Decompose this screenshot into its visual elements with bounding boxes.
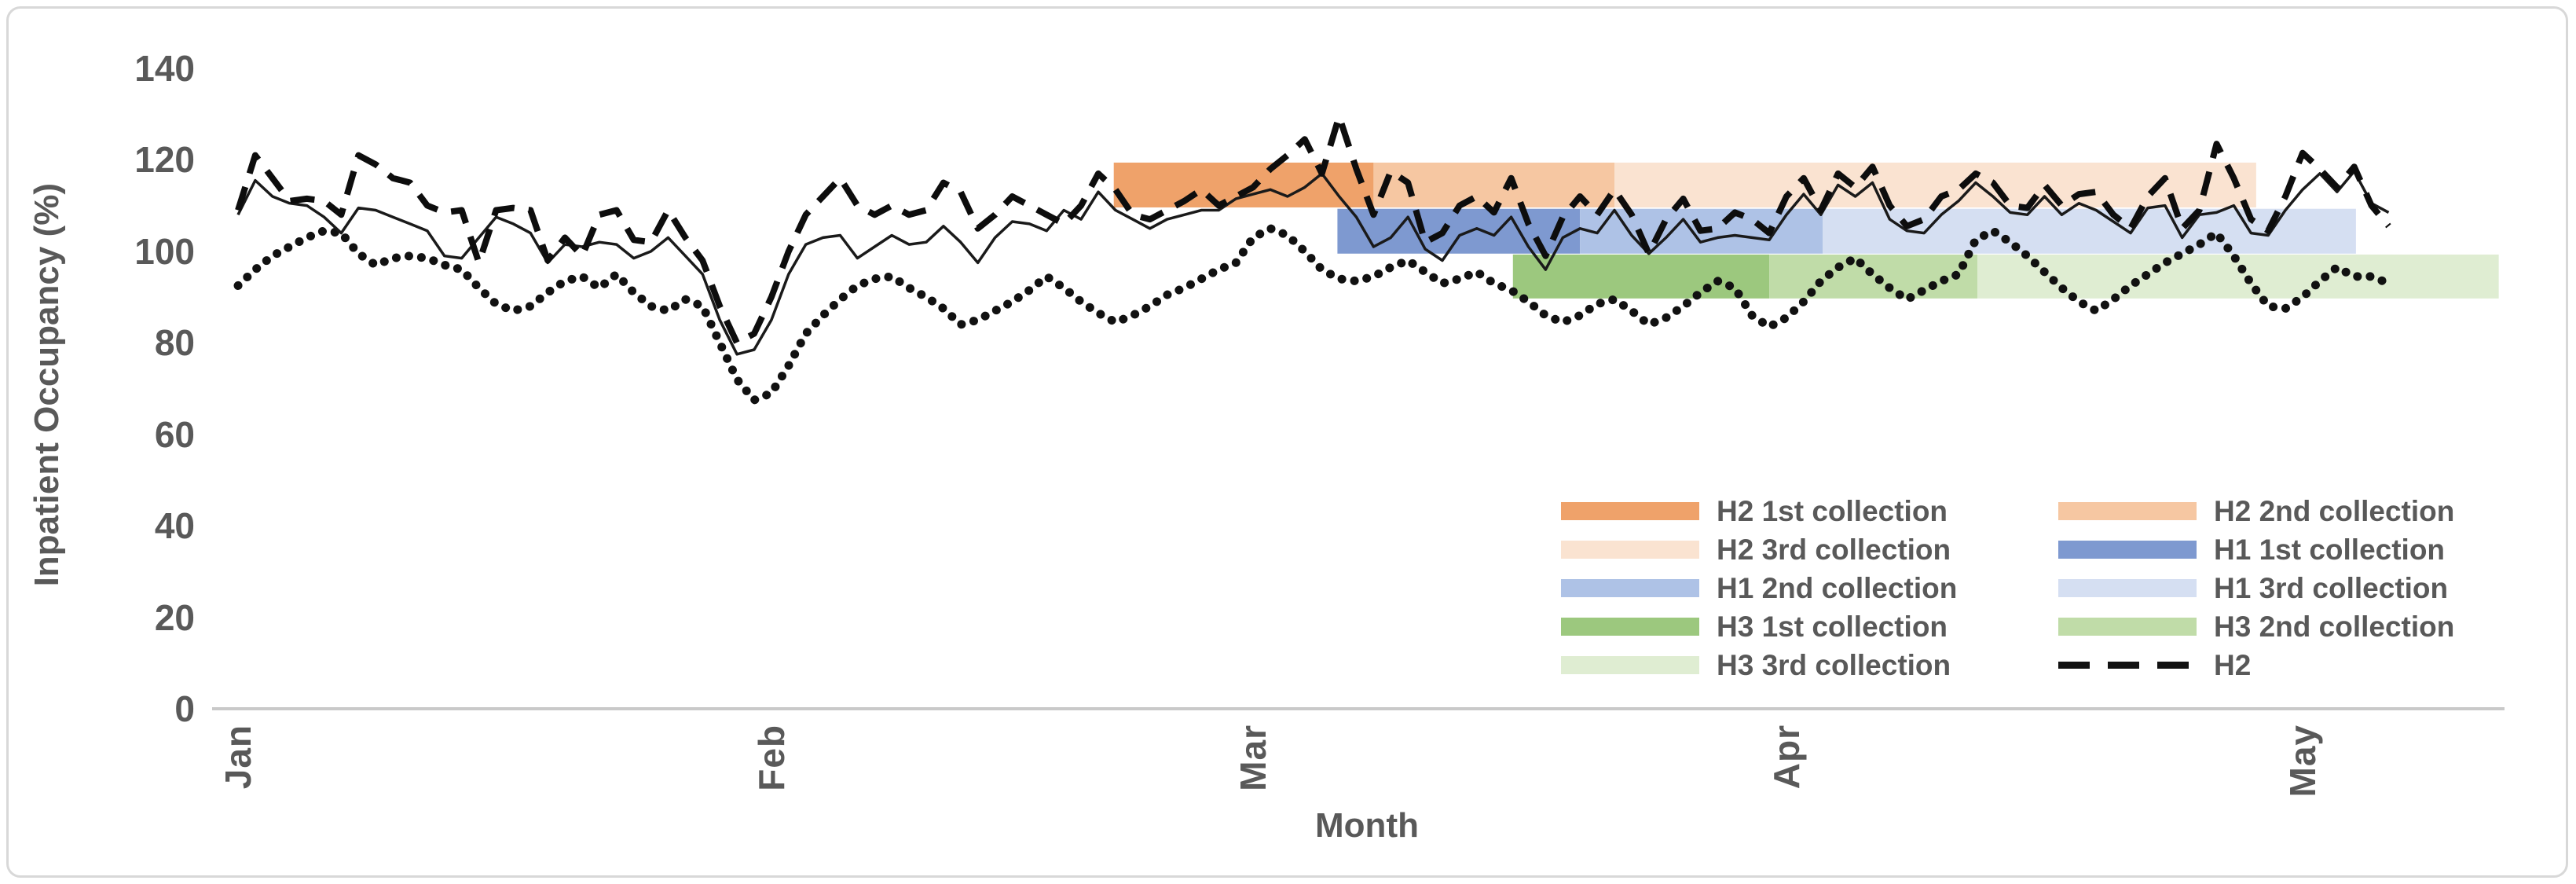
series-h2-line xyxy=(235,113,2391,347)
legend-swatch-h3-1st-collection xyxy=(1561,618,1699,636)
legend-swatch-h3-3rd-collection xyxy=(1561,656,1699,674)
band-h2-1st-collection xyxy=(1113,162,1374,207)
legend-label-h1-2nd-collection: H1 2nd collection xyxy=(1717,572,1958,604)
series-h1-line xyxy=(236,170,2390,356)
legend-label-h2-2nd-collection: H2 2nd collection xyxy=(2214,495,2455,527)
series-h3-line xyxy=(233,224,2393,405)
x-tick-label-jan: Jan xyxy=(218,724,258,850)
legend-label-h2: H2 xyxy=(2214,649,2252,681)
legend-label-h1-3rd-collection: H1 3rd collection xyxy=(2214,572,2449,604)
y-axis-title: Inpatient Occupancy (%) xyxy=(24,110,71,660)
y-tick-label-100: 100 xyxy=(134,230,195,272)
y-axis-title-text: Inpatient Occupancy (%) xyxy=(27,183,66,587)
x-tick-text: Jan xyxy=(218,724,258,790)
legend-dashed-line-sample-h2 xyxy=(2058,662,2197,669)
legend-label-h1-1st-collection: H1 1st collection xyxy=(2214,534,2446,566)
legend-swatch-h2-3rd-collection xyxy=(1561,541,1699,559)
x-tick-text: May xyxy=(2282,724,2323,798)
x-tick-text: Mar xyxy=(1233,724,1274,791)
x-axis-title: Month xyxy=(1315,806,1419,845)
legend-swatch-h2-2nd-collection xyxy=(2058,502,2197,520)
legend-label-h3-3rd-collection: H3 3rd collection xyxy=(1717,649,1951,681)
legend-swatch-h1-3rd-collection xyxy=(2058,579,2197,597)
x-tick-text: Feb xyxy=(750,724,792,791)
band-h3-1st-collection xyxy=(1512,254,1770,299)
legend-label-h3-2nd-collection: H3 2nd collection xyxy=(2214,611,2455,643)
y-tick-label-0: 0 xyxy=(174,688,195,729)
legend-label-h3-1st-collection: H3 1st collection xyxy=(1717,611,1948,643)
legend-label-h2-3rd-collection: H2 3rd collection xyxy=(1717,534,1951,566)
x-tick-label-apr: Apr xyxy=(1766,724,1807,850)
x-tick-label-feb: Feb xyxy=(750,724,792,850)
legend-swatch-h1-1st-collection xyxy=(2058,541,2197,559)
legend-swatch-h3-2nd-collection xyxy=(2058,618,2197,636)
y-tick-label-60: 60 xyxy=(154,413,195,455)
y-tick-label-140: 140 xyxy=(134,48,195,89)
y-tick-label-40: 40 xyxy=(154,505,195,547)
legend-label-h2-1st-collection: H2 1st collection xyxy=(1717,495,1948,527)
y-tick-label-120: 120 xyxy=(134,139,195,181)
y-tick-label-20: 20 xyxy=(154,596,195,638)
legend-swatch-h2-1st-collection xyxy=(1561,502,1699,520)
x-tick-text: Apr xyxy=(1766,724,1807,790)
x-tick-label-may: May xyxy=(2282,724,2323,850)
chart-border xyxy=(6,6,2568,878)
legend-swatch-h1-2nd-collection xyxy=(1561,579,1699,597)
y-tick-label-80: 80 xyxy=(154,322,195,364)
